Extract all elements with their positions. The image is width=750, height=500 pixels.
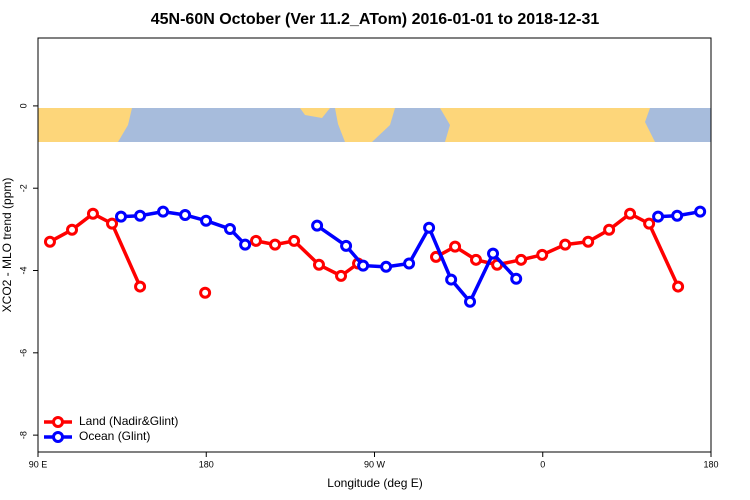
point bbox=[312, 258, 325, 271]
point bbox=[200, 214, 213, 227]
point bbox=[449, 240, 462, 253]
x-tick-label: 0 bbox=[540, 459, 545, 469]
series-line bbox=[49, 211, 680, 288]
point bbox=[269, 238, 282, 251]
point bbox=[43, 235, 56, 248]
point bbox=[106, 217, 119, 230]
chart-title: 45N-60N October (Ver 11.2_ATom) 2016-01-… bbox=[151, 11, 600, 28]
y-tick-label: -6 bbox=[18, 349, 28, 357]
point bbox=[199, 286, 212, 299]
point bbox=[624, 207, 637, 220]
point bbox=[487, 247, 500, 260]
point bbox=[288, 234, 301, 247]
x-tick-label: 90 W bbox=[364, 459, 386, 469]
map-strip bbox=[38, 108, 711, 142]
point bbox=[239, 238, 252, 251]
legend-label: Ocean (Glint) bbox=[79, 429, 150, 443]
legend-marker bbox=[52, 431, 64, 443]
point bbox=[86, 207, 99, 220]
legend-label: Land (Nadir&Glint) bbox=[79, 414, 178, 428]
point bbox=[510, 272, 523, 285]
y-tick-label: -2 bbox=[18, 184, 28, 192]
point bbox=[582, 235, 595, 248]
point bbox=[179, 208, 192, 221]
y-axis-label: XCO2 - MLO trend (ppm) bbox=[0, 178, 14, 313]
point bbox=[335, 269, 348, 282]
y-tick-label: -4 bbox=[18, 267, 28, 275]
point bbox=[464, 295, 477, 308]
point bbox=[536, 248, 549, 261]
plot-frame bbox=[37, 37, 712, 453]
x-tick-label: 180 bbox=[199, 459, 214, 469]
y-tick-label: 0 bbox=[18, 103, 28, 108]
point bbox=[115, 210, 128, 223]
point bbox=[470, 253, 483, 266]
point bbox=[157, 205, 170, 218]
x-tick-label: 90 E bbox=[29, 459, 48, 469]
point bbox=[445, 273, 458, 286]
point bbox=[311, 219, 324, 232]
legend-marker bbox=[52, 416, 64, 428]
point bbox=[559, 238, 572, 251]
point bbox=[223, 222, 236, 235]
point bbox=[249, 234, 262, 247]
x-axis-label: Longitude (deg E) bbox=[327, 476, 422, 490]
point bbox=[423, 221, 436, 234]
point bbox=[403, 257, 416, 270]
point bbox=[515, 253, 528, 266]
x-tick-label: 180 bbox=[703, 459, 718, 469]
point bbox=[66, 223, 79, 236]
point bbox=[134, 209, 147, 222]
point bbox=[380, 260, 393, 273]
point bbox=[643, 217, 656, 230]
point bbox=[652, 210, 665, 223]
point bbox=[672, 280, 685, 293]
point bbox=[357, 259, 370, 272]
point bbox=[694, 205, 707, 218]
point bbox=[340, 239, 353, 252]
y-tick-label: -8 bbox=[18, 431, 28, 439]
point bbox=[134, 280, 147, 293]
point bbox=[603, 223, 616, 236]
point bbox=[671, 209, 684, 222]
